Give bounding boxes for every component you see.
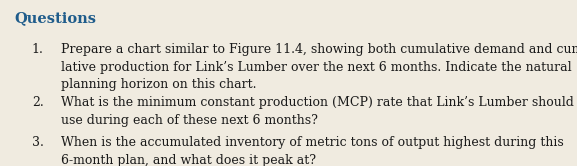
Text: Questions: Questions [14, 12, 96, 26]
Text: Prepare a chart similar to Figure 11.4, showing both cumulative demand and cumu-: Prepare a chart similar to Figure 11.4, … [61, 43, 577, 91]
Text: 3.: 3. [32, 136, 44, 149]
Text: What is the minimum constant production (MCP) rate that Link’s Lumber should
use: What is the minimum constant production … [61, 96, 574, 127]
Text: When is the accumulated inventory of metric tons of output highest during this
6: When is the accumulated inventory of met… [61, 136, 563, 166]
Text: 1.: 1. [32, 43, 44, 56]
Text: 2.: 2. [32, 96, 43, 109]
